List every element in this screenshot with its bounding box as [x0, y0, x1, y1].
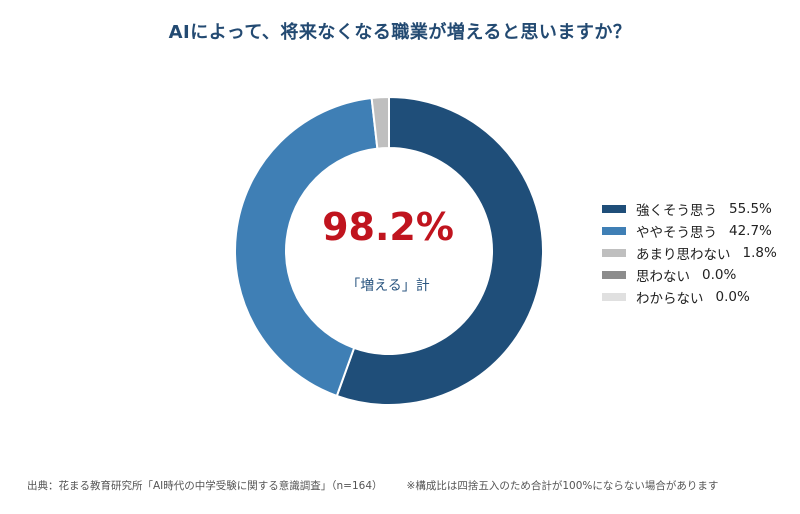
legend-value: 55.5% [729, 201, 772, 217]
legend-label: 強くそう思う [636, 203, 717, 219]
center-total-label: 「増える」計 [346, 278, 430, 294]
center-total-value: 98.2% [322, 205, 454, 249]
legend-label: 思わない [636, 269, 690, 285]
source-text: 出典：花まる教育研究所「AI時代の中学受験に関する意識調査」（n=164） [27, 480, 383, 492]
legend-swatch [602, 249, 626, 257]
rounding-note: ※構成比は四捨五入のため合計が100%にならない場合があります [406, 480, 719, 492]
legend-value: 0.0% [702, 267, 737, 283]
legend-label: わからない [636, 291, 704, 307]
donut-slice-3: あまり思わない [370, 95, 390, 150]
source-footer: 出典：花まる教育研究所「AI時代の中学受験に関する意識調査」（n=164） ※構成… [27, 478, 718, 493]
legend-swatch [602, 205, 626, 213]
chart-legend: 強くそう思う 55.5% ややそう思う 42.7% あまり思わない 1.8% 思… [602, 198, 792, 308]
legend-item: ややそう思う 42.7% [602, 220, 792, 242]
donut-slice-1: 強くそう思う [335, 95, 544, 406]
legend-label: あまり思わない [636, 247, 731, 263]
legend-value: 0.0% [715, 289, 750, 305]
legend-item: 強くそう思う 55.5% [602, 198, 792, 220]
legend-label: ややそう思う [636, 225, 717, 241]
legend-swatch [602, 227, 626, 235]
legend-swatch [602, 293, 626, 301]
legend-item: わからない 0.0% [602, 286, 792, 308]
chart-title: AIによって、将来なくなる職業が増えると思いますか？ [168, 22, 632, 43]
legend-swatch [602, 271, 626, 279]
legend-item: あまり思わない 1.8% [602, 242, 792, 264]
legend-item: 思わない 0.0% [602, 264, 792, 286]
legend-value: 1.8% [742, 245, 777, 261]
donut-slice-2: ややそう思う [234, 96, 379, 398]
legend-value: 42.7% [729, 223, 772, 239]
